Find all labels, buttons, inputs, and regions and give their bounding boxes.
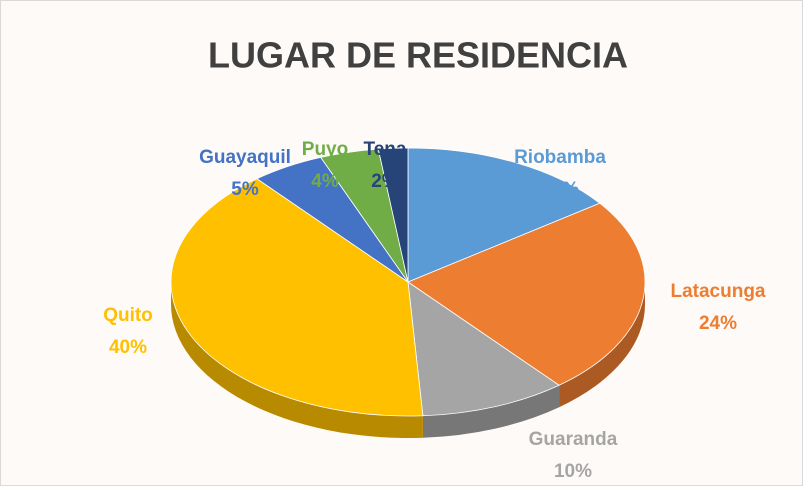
slice-label: Guayaquil (199, 147, 291, 168)
slice-side-shade (559, 282, 645, 408)
slice-label: Riobamba (514, 147, 606, 168)
slice-value-label: 4% (311, 171, 339, 192)
slice (407, 147, 601, 283)
slice-side (171, 282, 423, 438)
slice-value-label: 15% (541, 179, 579, 200)
slice-label: Quito (103, 305, 153, 326)
slice (407, 202, 646, 386)
slice-value-label: 10% (554, 461, 592, 482)
slice-label: Tena (364, 139, 407, 160)
slice-side-shade (422, 385, 560, 438)
slice-value-label: 40% (109, 337, 147, 358)
slice-value-label: 2% (371, 171, 399, 192)
slice-label: Puyo (302, 139, 348, 160)
slice (170, 178, 424, 417)
slice-side (422, 385, 560, 438)
chart-title: LUGAR DE RESIDENCIA (208, 35, 628, 76)
slice-side (559, 282, 645, 408)
slice-value-label: 24% (699, 313, 737, 334)
slice-value-label: 5% (231, 179, 259, 200)
slice-label: Latacunga (670, 281, 765, 302)
slice-label: Guaranda (529, 429, 618, 450)
slice-side-shade (171, 282, 423, 438)
slice (377, 147, 409, 283)
slice (407, 281, 560, 417)
